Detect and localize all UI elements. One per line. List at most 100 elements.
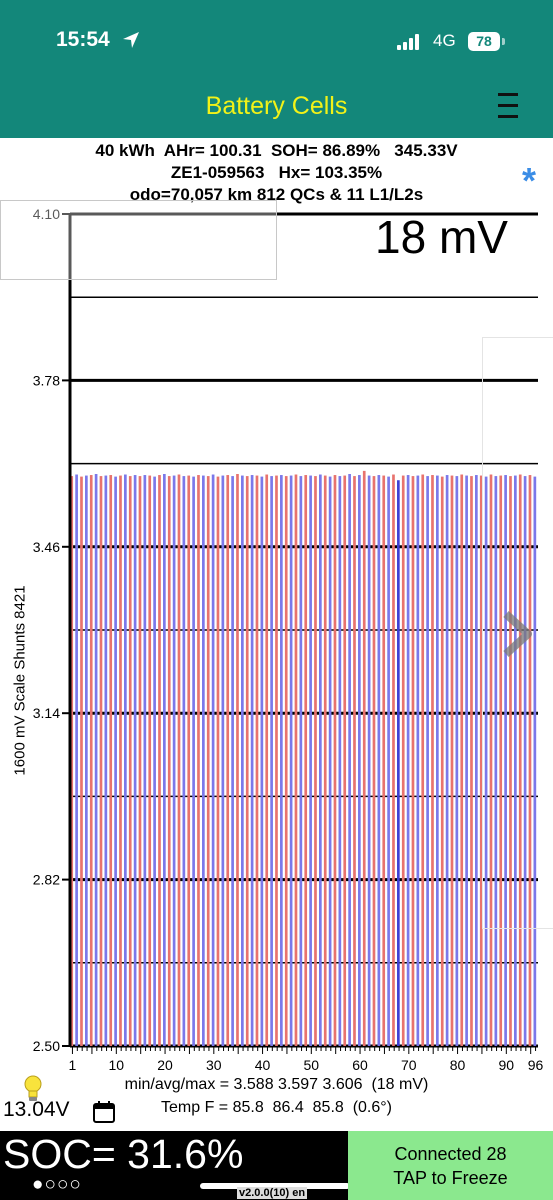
soc-readout: SOC= 31.6%: [3, 1131, 244, 1177]
page-indicator[interactable]: ●○○○: [32, 1174, 82, 1195]
home-indicator[interactable]: [200, 1183, 350, 1189]
cell-bar: [392, 474, 395, 1046]
cell-bar: [148, 475, 152, 1046]
cell-bar: [197, 475, 200, 1046]
cell-bar: [509, 476, 512, 1047]
cell-bar: [304, 475, 308, 1046]
cell-bar: [275, 475, 278, 1046]
nav-bar: Battery Cells: [0, 80, 553, 138]
voltage-stats: min/avg/max = 3.588 3.597 3.606 (18 mV): [124, 1076, 429, 1093]
cell-bar: [172, 475, 176, 1046]
page-title: Battery Cells: [205, 92, 348, 120]
temperature-stats: Temp F = 85.8 86.4 85.8 (0.6°): [161, 1099, 392, 1116]
cell-bar: [265, 474, 269, 1046]
battery-level: 78: [468, 32, 500, 51]
cell-bar: [333, 475, 337, 1046]
cell-bar: [533, 476, 537, 1047]
y-axis-title: 1600 mV Scale Shunts 8421: [11, 585, 29, 776]
cell-bar: [138, 476, 142, 1047]
cell-bar: [241, 475, 244, 1046]
star-icon[interactable]: *: [522, 160, 537, 201]
cell-bar: [260, 476, 264, 1047]
cell-bar: [484, 476, 488, 1047]
cell-bar: [158, 475, 161, 1046]
menu-icon[interactable]: [496, 88, 520, 124]
x-tick-label: 10: [109, 1057, 125, 1073]
cell-spread-readout: 18 mV: [375, 211, 508, 263]
x-tick-label: 20: [157, 1057, 173, 1073]
cell-bar: [411, 476, 415, 1047]
cell-bar: [504, 475, 507, 1046]
y-tick-label: 3.78: [33, 372, 60, 388]
cell-bar: [455, 476, 459, 1047]
calendar-icon[interactable]: [92, 1100, 116, 1124]
x-tick-label: 96: [528, 1057, 544, 1073]
cell-bar: [314, 476, 317, 1047]
overlay-panel[interactable]: [0, 200, 277, 280]
x-tick-label: 1: [69, 1057, 77, 1073]
cell-bar: [255, 475, 259, 1046]
cell-bar: [319, 474, 322, 1046]
cell-bar: [128, 476, 132, 1047]
cell-bar: [475, 475, 478, 1046]
y-tick-label: 2.50: [33, 1038, 60, 1054]
cell-bar: [382, 475, 386, 1046]
cell-bar: [431, 475, 434, 1046]
app-version: v2.0.0(10) en: [237, 1187, 308, 1199]
cell-bar: [177, 474, 181, 1046]
cell-bar: [109, 475, 113, 1046]
cell-bar: [284, 476, 288, 1047]
cell-bar: [211, 474, 215, 1046]
overlay-panel-right[interactable]: [482, 337, 553, 929]
cell-bar: [353, 476, 356, 1047]
cell-bar: [192, 476, 195, 1047]
signal-icon: [397, 34, 419, 50]
bulb-icon[interactable]: [22, 1074, 44, 1102]
cell-bar: [89, 475, 93, 1046]
cell-bar: [426, 476, 429, 1047]
cell-bar: [323, 475, 327, 1046]
cell-bar: [124, 474, 127, 1046]
cell-bar: [187, 475, 191, 1046]
status-bar: 15:54 4G 78: [0, 0, 553, 80]
x-tick-label: 90: [499, 1057, 515, 1073]
location-arrow-icon: [123, 32, 139, 48]
cell-bar: [401, 475, 405, 1046]
cell-bar: [280, 475, 283, 1046]
cell-bar: [202, 475, 205, 1046]
cell-bar: [206, 476, 210, 1047]
aux-battery-voltage: 13.04V: [3, 1098, 70, 1121]
x-tick-label: 80: [450, 1057, 466, 1073]
cell-bar: [445, 475, 449, 1046]
cell-bar: [440, 476, 444, 1047]
cell-bar: [80, 476, 83, 1047]
cell-bar: [309, 475, 312, 1046]
cell-bar: [416, 475, 420, 1046]
cell-bar: [406, 475, 410, 1046]
cell-bar: [343, 475, 347, 1046]
pack-summary-line: 40 kWh AHr= 100.31 SOH= 86.89% 345.33V: [95, 141, 458, 160]
x-tick-label: 50: [304, 1057, 320, 1073]
connect-freeze-button[interactable]: Connected 28 TAP to Freeze: [348, 1131, 553, 1200]
x-tick-label: 30: [206, 1057, 222, 1073]
cell-bar: [358, 475, 361, 1046]
cell-bar: [99, 476, 103, 1047]
cell-bar: [270, 476, 273, 1047]
y-tick-label: 3.14: [33, 705, 60, 721]
cell-bar: [114, 476, 117, 1047]
cell-bar: [450, 475, 454, 1046]
cell-bar: [367, 475, 371, 1046]
cell-bar: [328, 476, 332, 1047]
odometer-line: odo=70,057 km 812 QCs & 11 L1/L2s: [129, 185, 424, 204]
x-tick-label: 70: [401, 1057, 417, 1073]
cell-bar: [294, 474, 298, 1046]
cell-bar: [514, 475, 517, 1046]
cell-bar: [465, 475, 468, 1046]
cell-bar: [216, 476, 220, 1047]
cell-bar: [245, 476, 249, 1047]
cell-bar: [489, 474, 493, 1046]
y-tick-label: 3.46: [33, 539, 60, 555]
chevron-right-icon[interactable]: [500, 610, 534, 658]
cell-bar: [518, 474, 522, 1046]
